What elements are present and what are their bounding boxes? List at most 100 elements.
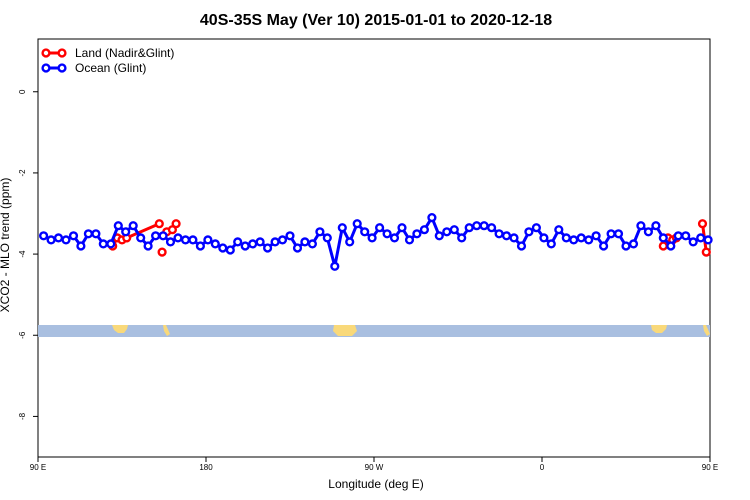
data-point — [457, 233, 467, 243]
data-point — [554, 225, 564, 235]
data-point — [696, 233, 706, 243]
data-point — [263, 243, 273, 253]
data-point — [688, 237, 698, 247]
data-point — [151, 231, 161, 241]
data-point — [171, 219, 181, 229]
data-point — [658, 233, 668, 243]
map-strip-land-australia — [112, 325, 128, 333]
data-point — [651, 221, 661, 231]
data-point — [157, 247, 167, 257]
data-point — [598, 241, 609, 251]
data-point — [113, 221, 123, 231]
data-point — [91, 229, 101, 239]
chart-title: 40S-35S May (Ver 10) 2015-01-01 to 2020-… — [200, 12, 552, 29]
data-point — [628, 239, 639, 249]
data-point — [427, 213, 437, 223]
legend-marker — [57, 63, 67, 73]
legend: Land (Nadir&Glint)Ocean (Glint) — [41, 46, 174, 75]
data-point — [367, 233, 377, 243]
map-strip-land-new-zealand-repeat — [703, 325, 710, 336]
data-point — [98, 239, 108, 249]
legend-marker — [57, 48, 67, 58]
data-point — [487, 223, 497, 233]
data-point — [681, 231, 691, 241]
x-tick-label: 0 — [540, 463, 545, 472]
x-tick-label: 90 E — [702, 463, 718, 472]
legend-label: Ocean (Glint) — [75, 61, 146, 75]
map-strip-land-new-zealand — [163, 325, 170, 336]
data-point — [561, 233, 571, 243]
data-point — [382, 229, 392, 239]
data-point — [307, 239, 318, 249]
data-point — [516, 241, 527, 251]
map-strip-land-australia-repeat — [651, 325, 667, 333]
data-point — [46, 235, 56, 245]
data-point — [434, 231, 444, 241]
data-point — [360, 227, 370, 237]
x-axis: 90 E 180 90 W 0 90 E — [30, 457, 718, 472]
data-point — [128, 221, 138, 231]
data-point — [143, 241, 153, 251]
data-point — [509, 233, 519, 243]
data-point — [277, 235, 288, 245]
data-point — [203, 235, 213, 245]
data-point — [501, 231, 512, 241]
data-point — [315, 227, 325, 237]
data-point — [569, 235, 579, 245]
map-strip-land-south-america — [333, 325, 357, 336]
plot-frame — [37, 38, 711, 458]
data-point — [442, 227, 452, 237]
series-layer — [38, 213, 713, 271]
data-point — [83, 229, 94, 239]
series-line — [42, 216, 709, 268]
data-point — [643, 227, 654, 237]
data-point — [479, 221, 489, 231]
data-point — [419, 225, 430, 235]
y-tick-label: -4 — [18, 250, 27, 258]
data-point — [352, 219, 362, 229]
data-point — [38, 231, 49, 241]
data-point — [180, 235, 191, 245]
y-tick-label: -6 — [18, 331, 27, 339]
data-point — [158, 231, 168, 241]
data-point — [584, 235, 594, 245]
data-point — [673, 231, 683, 241]
data-point — [375, 223, 385, 233]
data-point — [233, 237, 243, 247]
data-point — [165, 237, 176, 247]
data-point — [412, 229, 422, 239]
y-tick-label: -8 — [18, 412, 27, 420]
data-point — [397, 223, 407, 233]
data-point — [300, 237, 310, 247]
data-point — [210, 239, 220, 249]
data-point — [531, 223, 542, 233]
data-point — [68, 231, 79, 241]
geographic-map-strip — [38, 325, 710, 337]
data-point — [136, 233, 146, 243]
data-point — [53, 233, 64, 243]
data-point — [322, 233, 332, 243]
data-point — [494, 229, 504, 239]
data-point — [248, 239, 258, 249]
x-axis-label: Longitude (deg E) — [328, 477, 423, 491]
legend-label: Land (Nadir&Glint) — [75, 46, 174, 60]
data-point — [524, 227, 534, 237]
data-point — [240, 241, 250, 251]
data-point — [697, 219, 708, 229]
data-point — [270, 237, 280, 247]
data-point — [703, 235, 713, 245]
data-point — [61, 235, 71, 245]
data-point — [701, 247, 711, 257]
data-point — [292, 243, 303, 253]
data-point — [546, 239, 556, 249]
map-strip-ocean — [38, 325, 710, 337]
data-point — [464, 223, 474, 233]
data-point — [658, 241, 668, 251]
x-tick-label: 90 E — [30, 463, 46, 472]
data-point — [285, 231, 295, 241]
data-point — [188, 235, 198, 245]
data-point — [218, 243, 228, 253]
y-axis: 0 -2 -4 -6 -8 — [18, 89, 38, 420]
data-point — [76, 241, 86, 251]
x-tick-label: 90 W — [365, 463, 384, 472]
